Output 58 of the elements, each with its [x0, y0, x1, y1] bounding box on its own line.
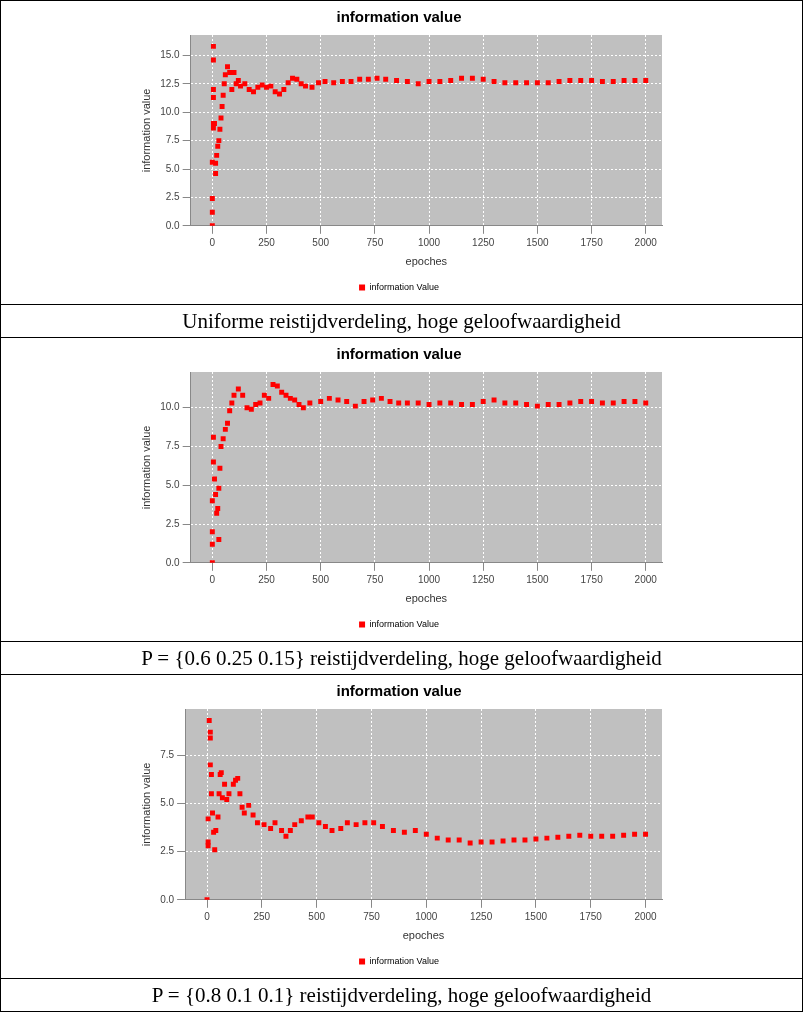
- legend-label: information Value: [369, 281, 439, 292]
- y-tick-label: 7.5: [165, 134, 180, 146]
- x-tick-label: 750: [362, 910, 380, 922]
- x-tick-label: 250: [253, 910, 271, 922]
- x-tick-label: 2000: [633, 910, 657, 922]
- y-tick-label: 2.5: [159, 845, 175, 857]
- text: P = {0.8 0.1 0.1} reistijdverdeling, hoge geloofwaardigheid: [150, 982, 653, 1009]
- x-tick-label: 500: [307, 910, 325, 922]
- y-axis-title: information value: [139, 762, 152, 847]
- x-tick-label: 500: [311, 573, 329, 585]
- x-tick-label: 1750: [579, 236, 603, 248]
- y-tick-label: 15.0: [159, 49, 180, 61]
- x-axis-title: epoches: [405, 255, 448, 268]
- x-tick-label: 1000: [417, 573, 441, 585]
- x-tick-label: 1500: [525, 236, 549, 248]
- x-tick-label: 0: [209, 236, 216, 248]
- text: P = {0.6 0.25 0.15} reistijdverdeling, hoge geloofwaardigheid: [1, 642, 802, 675]
- chart-title: information value: [335, 8, 462, 26]
- x-tick-label: 750: [366, 573, 384, 585]
- text: Uniforme reistijdverdeling, hoge geloofwaardigheid: [1, 305, 802, 338]
- x-tick-label: 1250: [471, 236, 495, 248]
- x-tick-label: 0: [203, 910, 210, 922]
- y-tick-label: 5.0: [159, 797, 175, 809]
- y-tick-label: 0.0: [165, 219, 180, 231]
- y-tick-label: 2.5: [165, 517, 180, 529]
- y-tick-label: 7.5: [159, 749, 175, 760]
- y-tick-label: 5.0: [165, 162, 180, 174]
- x-tick-label: 1500: [524, 910, 547, 922]
- x-tick-label: 1250: [469, 910, 493, 922]
- x-tick-label: 2000: [634, 573, 657, 585]
- x-tick-label: 1000: [417, 236, 441, 248]
- x-axis-title: epoches: [405, 592, 448, 605]
- x-tick-label: 250: [257, 236, 275, 248]
- x-tick-label: 500: [311, 236, 329, 248]
- legend-label: information Value: [369, 618, 439, 629]
- y-tick-label: 12.5: [159, 77, 180, 89]
- y-tick-label: 10.0: [159, 105, 180, 117]
- y-tick-label: 2.5: [165, 191, 180, 203]
- y-tick-label: 7.5: [165, 440, 180, 452]
- x-tick-label: 2000: [634, 236, 657, 248]
- x-tick-label: 250: [257, 573, 275, 585]
- x-tick-label: 1500: [525, 573, 549, 585]
- y-tick-label: 0.0: [165, 556, 180, 568]
- x-tick-label: 1250: [471, 573, 495, 585]
- x-tick-label: 1750: [579, 910, 602, 922]
- y-tick-label: 0.0: [159, 893, 175, 905]
- legend-label: information Value: [369, 955, 439, 966]
- y-axis-title: information value: [139, 88, 152, 173]
- x-tick-label: 0: [209, 573, 216, 585]
- x-tick-label: 750: [366, 236, 384, 248]
- y-axis-title: information value: [139, 425, 152, 510]
- x-axis-title: epoches: [402, 929, 445, 942]
- y-tick-label: 10.0: [159, 401, 180, 413]
- x-tick-label: 1000: [414, 910, 438, 922]
- chart-title: information value: [335, 682, 462, 700]
- y-tick-label: 5.0: [165, 478, 180, 490]
- chart-title: information value: [335, 345, 462, 363]
- x-tick-label: 1750: [579, 573, 603, 585]
